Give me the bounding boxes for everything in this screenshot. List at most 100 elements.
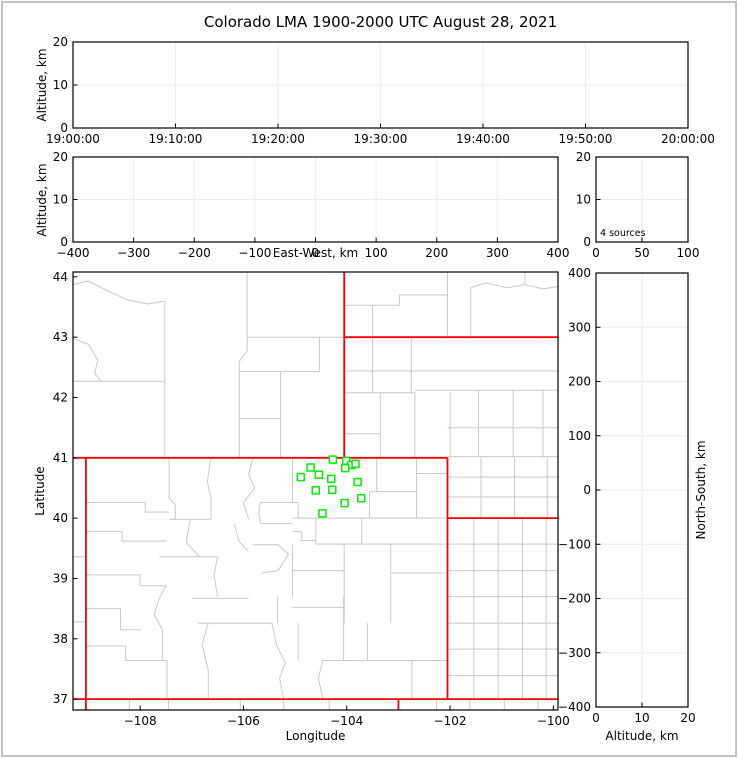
tick-label: 19:10:00	[149, 132, 203, 146]
county-boundary	[344, 294, 448, 306]
tick-label: 42	[53, 390, 68, 404]
lma-station-marker	[351, 459, 360, 469]
y-label-latitude: Latitude	[33, 466, 47, 516]
county-boundary	[73, 337, 102, 382]
county-boundary	[213, 556, 219, 597]
y-label-altitude-eastwest-panel: Altitude, km	[35, 163, 49, 237]
tick-label: 0	[60, 235, 68, 249]
tick-label: 43	[53, 330, 68, 344]
tick-label: 44	[53, 270, 68, 284]
tick-label: 0	[312, 246, 320, 260]
county-boundary	[85, 574, 166, 587]
figure-title: Colorado LMA 1900-2000 UTC August 28, 20…	[203, 13, 558, 31]
tick-label: −300	[117, 246, 150, 260]
county-boundary	[292, 457, 299, 519]
tick-label: 19:50:00	[559, 132, 613, 146]
tick-label: −200	[178, 246, 211, 260]
tick-label: 100	[568, 429, 591, 443]
tick-label: 0	[60, 121, 68, 135]
lma-station-marker	[356, 493, 366, 503]
county-boundary	[233, 523, 248, 552]
tick-label: 37	[53, 692, 68, 706]
x-label-longitude: Longitude	[285, 729, 346, 743]
county-boundary	[292, 530, 316, 541]
tick-label: 20	[53, 150, 68, 164]
tick-label: −100	[537, 714, 570, 728]
sources-count-annotation: 4 sources	[600, 228, 646, 239]
county-boundary	[85, 530, 166, 542]
county-boundary	[85, 608, 142, 631]
lma-station-marker	[318, 509, 327, 518]
tick-label: 200	[425, 246, 448, 260]
x-label-altitude-ns-panel: Altitude, km	[605, 729, 679, 743]
lma-station-marker	[353, 477, 362, 487]
tick-label: 0	[592, 711, 600, 725]
county-boundary	[206, 457, 212, 520]
lma-station-marker	[328, 485, 337, 495]
tick-label: 20	[680, 711, 695, 725]
county-boundary	[470, 282, 558, 290]
tick-label: 200	[568, 375, 591, 389]
tick-label: 10	[634, 711, 649, 725]
tick-label: 20:00:00	[661, 132, 715, 146]
tick-label: −300	[558, 646, 591, 660]
map-layer	[73, 272, 558, 710]
tick-label: 19:30:00	[354, 132, 408, 146]
lma-station-marker	[340, 498, 349, 508]
county-boundary	[201, 622, 209, 700]
county-boundary	[153, 585, 167, 661]
y-label-north-south: North-South, km	[694, 440, 708, 540]
x-label-east-west: East-West, km	[272, 246, 359, 260]
county-boundary	[85, 645, 167, 661]
tick-label: −106	[227, 714, 260, 728]
county-boundary	[252, 544, 289, 574]
lma-station-marker	[306, 463, 315, 472]
tick-label: 39	[53, 571, 68, 585]
tick-label: −100	[558, 537, 591, 551]
tick-label: −100	[238, 246, 271, 260]
county-boundary	[85, 502, 170, 513]
lma-station-marker	[328, 455, 338, 464]
tick-label: 0	[592, 246, 600, 260]
tick-label: −108	[124, 714, 157, 728]
tick-label: −200	[558, 592, 591, 606]
county-boundary	[258, 502, 261, 524]
tick-label: 0	[583, 235, 591, 249]
tick-label: 20	[53, 35, 68, 49]
tick-label: 40	[53, 511, 68, 525]
lma-station-marker	[340, 463, 350, 473]
county-boundary	[185, 519, 200, 558]
panel-D-frame	[72, 271, 559, 711]
tick-label: 300	[568, 320, 591, 334]
tick-label: 41	[53, 451, 68, 465]
tick-label: 100	[677, 246, 700, 260]
tick-label: 20	[576, 150, 591, 164]
tick-label: −400	[558, 700, 591, 714]
tick-label: 19:00:00	[46, 132, 100, 146]
tick-label: −104	[330, 714, 363, 728]
county-boundary	[317, 660, 324, 700]
y-label-altitude-time-panel: Altitude, km	[35, 48, 49, 122]
lma-station-marker	[311, 486, 321, 495]
tick-label: 38	[53, 632, 68, 646]
county-boundary	[238, 272, 248, 458]
tick-label: 10	[53, 78, 68, 92]
tick-label: 300	[486, 246, 509, 260]
tick-label: 19:20:00	[251, 132, 305, 146]
tick-label: 10	[576, 193, 591, 207]
county-boundary	[168, 457, 176, 520]
tick-label: 19:40:00	[456, 132, 510, 146]
tick-label: 400	[547, 246, 570, 260]
tick-label: −400	[57, 246, 90, 260]
lma-station-marker	[327, 474, 336, 484]
county-boundary	[73, 280, 165, 305]
lma-station-marker	[296, 472, 306, 482]
tick-label: −102	[434, 714, 467, 728]
tick-label: 0	[583, 483, 591, 497]
tick-label: 50	[634, 246, 649, 260]
tick-label: 100	[365, 246, 388, 260]
tick-label: 10	[53, 193, 68, 207]
county-boundary	[271, 622, 286, 700]
